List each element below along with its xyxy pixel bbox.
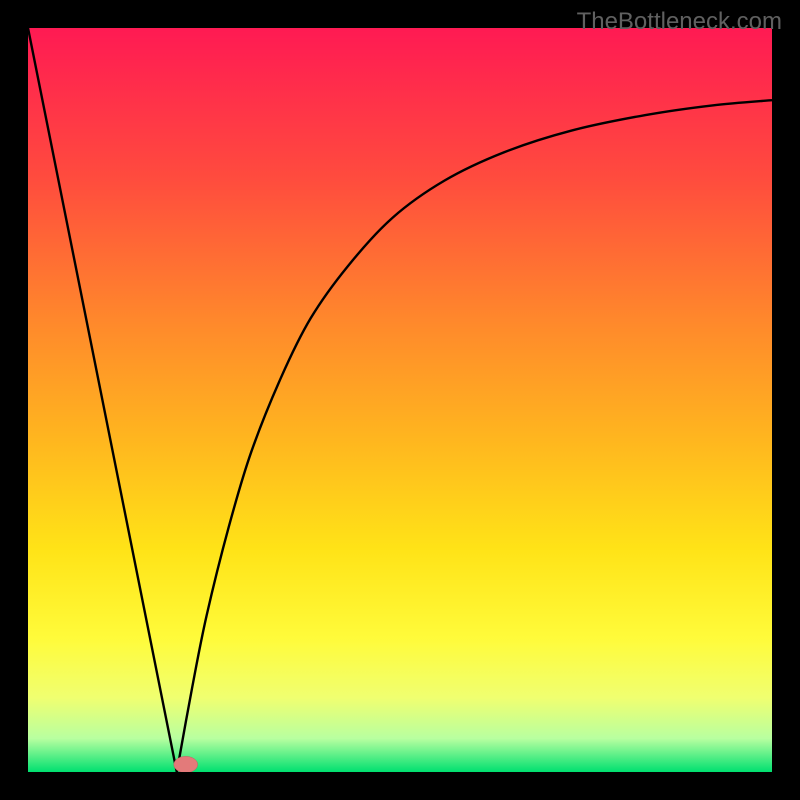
plot-area [28, 28, 772, 772]
stage: TheBottleneck.com [0, 0, 800, 800]
valley-marker [174, 756, 198, 772]
watermark-text: TheBottleneck.com [577, 8, 782, 36]
chart-svg [28, 28, 772, 772]
bottleneck-curve [28, 28, 772, 772]
